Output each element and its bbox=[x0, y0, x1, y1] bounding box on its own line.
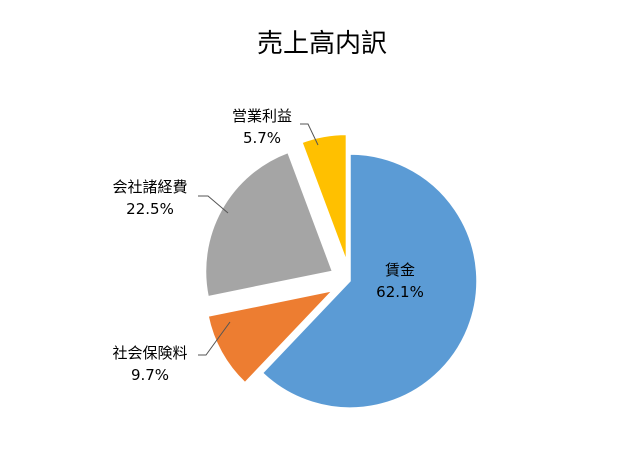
slice-value-label-0: 62.1% bbox=[376, 283, 424, 301]
slice-label-1: 社会保険料 bbox=[112, 344, 187, 362]
slice-value-label-2: 22.5% bbox=[126, 200, 174, 218]
pie-slice-2 bbox=[204, 151, 334, 298]
pie-slice-3 bbox=[300, 133, 348, 262]
slice-label-2: 会社諸経費 bbox=[112, 178, 187, 196]
leader-line-3 bbox=[300, 123, 319, 146]
slice-value-label-1: 9.7% bbox=[131, 366, 169, 384]
leader-line-1 bbox=[198, 321, 231, 356]
pie-slice-0 bbox=[261, 153, 478, 409]
leader-line-2 bbox=[198, 195, 229, 214]
chart-title: 売上高内訳 bbox=[257, 29, 387, 59]
slice-label-3: 営業利益 bbox=[232, 107, 292, 125]
slice-label-0: 賃金 bbox=[385, 261, 415, 279]
pie-slice-1 bbox=[207, 289, 335, 384]
slice-value-label-3: 5.7% bbox=[243, 129, 281, 147]
